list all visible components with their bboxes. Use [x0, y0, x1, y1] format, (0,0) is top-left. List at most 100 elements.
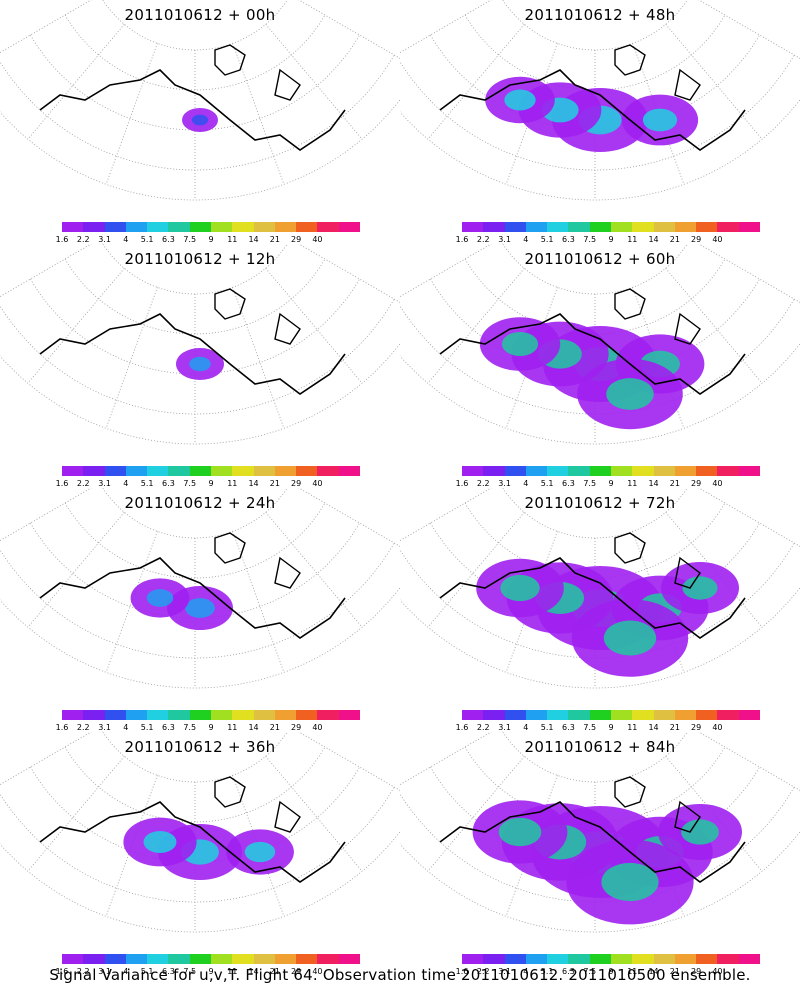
colorbar: [462, 222, 760, 232]
colorbar-swatch: [253, 710, 275, 720]
panel-title: 2011010612 + 12h: [124, 250, 276, 268]
colorbar-label: 7.5: [183, 479, 197, 488]
colorbar-swatch: [483, 710, 505, 720]
colorbar-label: 11: [227, 723, 238, 732]
graticule-arc: [0, 54, 395, 171]
colorbar-swatch: [338, 710, 360, 720]
colorbar-label: 4: [123, 967, 129, 976]
graticule-arc: [64, 502, 326, 579]
polar-map: [400, 732, 800, 933]
panel-title: 2011010612 + 60h: [524, 250, 676, 268]
colorbar-swatch: [317, 710, 339, 720]
colorbar-label: 11: [627, 967, 638, 976]
colorbar-labels: 1.6 2.2 3.1 4 5.1 6.3 7.5 9 11 14 21 29 40: [56, 235, 360, 245]
colorbar-label: 21: [669, 967, 680, 976]
colorbar-label: 7.5: [183, 235, 197, 244]
coastline-islands: [614, 776, 701, 833]
colorbar-label: 40: [312, 723, 323, 732]
colorbar-swatch: [338, 466, 360, 476]
colorbar-label: 1.6: [55, 479, 69, 488]
graticule-arc: [464, 14, 726, 91]
coastline: [439, 557, 746, 639]
graticule-arc: [0, 542, 395, 659]
colorbar-swatch: [653, 954, 675, 964]
colorbar-label: 29: [291, 235, 302, 244]
colorbar-label: 6.3: [562, 235, 575, 244]
colorbar-swatch: [274, 466, 297, 476]
map-panel: 2011010612 + 72h 1.6 2.2 3.1 4 5.1 6.3 7.5 9 11 14…: [400, 488, 800, 732]
colorbar-label: 6.3: [162, 967, 175, 976]
colorbar-label: 14: [248, 479, 259, 488]
colorbar-swatch: [504, 710, 526, 720]
colorbar: [462, 466, 760, 476]
colorbar-swatch: [62, 466, 84, 476]
panel-title: 2011010612 + 36h: [124, 738, 276, 756]
colorbar-label: 4: [523, 967, 529, 976]
colorbar-swatch: [338, 954, 360, 964]
colorbar-label: 2.2: [76, 967, 90, 976]
graticule-arc: [400, 587, 800, 689]
colorbar-swatch: [738, 222, 760, 232]
colorbar-swatch: [62, 710, 84, 720]
colorbar-swatch: [483, 466, 505, 476]
colorbar: [62, 466, 360, 476]
variance-core: [601, 862, 659, 902]
colorbar-swatch: [568, 222, 590, 232]
panel-title: 2011010612 + 48h: [524, 6, 676, 24]
panel-title: 2011010612 + 00h: [124, 6, 276, 24]
colorbar-swatch: [462, 954, 484, 964]
colorbar-swatch: [274, 710, 297, 720]
colorbar-swatch: [62, 222, 84, 232]
colorbar-swatch: [696, 466, 718, 476]
panel-title: 2011010612 + 24h: [124, 494, 276, 512]
colorbar: [62, 222, 360, 232]
colorbar-labels: 1.6 2.2 3.1 4 5.1 6.3 7.5 9 11 14 21 29 40: [456, 967, 760, 977]
variance-core: [498, 817, 542, 847]
colorbar-swatch: [104, 954, 126, 964]
coastline: [439, 313, 746, 395]
colorbar-label: 14: [648, 967, 659, 976]
colorbar-label: 5.1: [140, 723, 154, 732]
colorbar-swatch: [210, 466, 233, 476]
variance-core: [191, 114, 209, 126]
graticule-arc: [64, 746, 326, 823]
colorbar-swatch: [274, 954, 297, 964]
colorbar-swatch: [547, 222, 569, 232]
graticule-meridian: [298, 488, 400, 547]
map-panel: 2011010612 + 00h 1.6 2.2 3.1 4 5.1 6.3 7.5 9 11 14…: [0, 0, 400, 244]
colorbar-label: 5.1: [140, 235, 154, 244]
colorbar-label: 1.6: [455, 479, 469, 488]
colorbar-label: 2.2: [76, 723, 90, 732]
colorbar-label: 40: [312, 235, 323, 244]
map-panel: 2011010612 + 60h 1.6 2.2 3.1 4 5.1 6.3 7.5 9 11 14…: [400, 244, 800, 488]
colorbar-swatch: [317, 954, 339, 964]
colorbar-label: 6.3: [562, 479, 575, 488]
colorbar-label: 2.2: [476, 967, 490, 976]
polar-map: [0, 732, 400, 933]
colorbar-swatch: [589, 954, 611, 964]
colorbar-swatch: [338, 222, 360, 232]
colorbar-label: 14: [648, 235, 659, 244]
colorbar-label: 4: [523, 723, 529, 732]
colorbar-label: 2.2: [476, 235, 490, 244]
colorbar-swatch: [696, 710, 718, 720]
colorbar-label: 29: [691, 967, 702, 976]
colorbar-swatch: [568, 710, 590, 720]
colorbar-swatch: [125, 466, 148, 476]
colorbar-swatch: [483, 954, 505, 964]
colorbar-labels: 1.6 2.2 3.1 4 5.1 6.3 7.5 9 11 14 21 29 40: [56, 479, 360, 489]
colorbar-swatch: [568, 954, 590, 964]
coastline: [39, 313, 346, 395]
colorbar-label: 40: [712, 967, 723, 976]
coastline: [39, 801, 346, 883]
colorbar-swatch: [104, 466, 126, 476]
graticule-arc: [0, 99, 400, 201]
colorbar-label: 2.2: [76, 235, 90, 244]
colorbar-label: 9: [608, 235, 614, 244]
colorbar-label: 9: [208, 479, 214, 488]
coastline-islands: [614, 288, 701, 345]
colorbar-label: 9: [608, 479, 614, 488]
colorbar-labels: 1.6 2.2 3.1 4 5.1 6.3 7.5 9 11 14 21 29 40: [56, 723, 360, 733]
colorbar-label: 2.2: [476, 723, 490, 732]
colorbar-label: 7.5: [183, 967, 197, 976]
